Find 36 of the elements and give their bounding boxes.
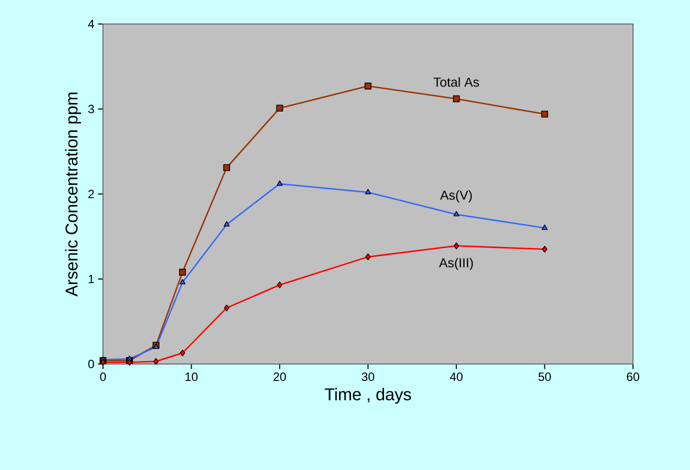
y-tick-label: 3 xyxy=(88,104,94,114)
x-tick-label: 40 xyxy=(450,372,463,382)
point xyxy=(223,164,230,172)
y-tick-label: 2 xyxy=(88,190,94,198)
point xyxy=(180,278,186,284)
series-label: As(V) xyxy=(440,190,472,202)
point xyxy=(452,95,460,102)
point xyxy=(277,282,282,288)
point xyxy=(224,221,230,226)
point xyxy=(365,253,371,260)
point xyxy=(224,304,230,312)
point xyxy=(454,242,459,250)
series-label: As(III) xyxy=(439,258,473,270)
point xyxy=(153,358,159,365)
x-axis-title: Time , days xyxy=(324,388,411,404)
y-tick-label: 0 xyxy=(88,360,94,368)
point xyxy=(180,350,186,356)
series-label: Total As xyxy=(434,77,479,87)
point xyxy=(276,180,283,186)
point xyxy=(542,224,548,230)
point xyxy=(365,188,372,194)
x-tick-label: 50 xyxy=(538,372,551,382)
x-tick-label: 30 xyxy=(362,372,374,382)
x-tick-label: 10 xyxy=(186,372,198,382)
x-tick-label: 60 xyxy=(626,372,640,382)
x-tick-label: 20 xyxy=(274,372,286,382)
point xyxy=(542,246,548,253)
point xyxy=(179,268,186,276)
point xyxy=(364,82,372,90)
y-axis-title: Arsenic Concentration ppm xyxy=(65,92,81,296)
y-tick-label: 4 xyxy=(88,20,94,28)
y-tick-label: 1 xyxy=(88,274,94,284)
point xyxy=(541,110,548,118)
point xyxy=(453,210,460,216)
x-tick-label: 0 xyxy=(100,372,106,382)
point xyxy=(276,104,284,112)
